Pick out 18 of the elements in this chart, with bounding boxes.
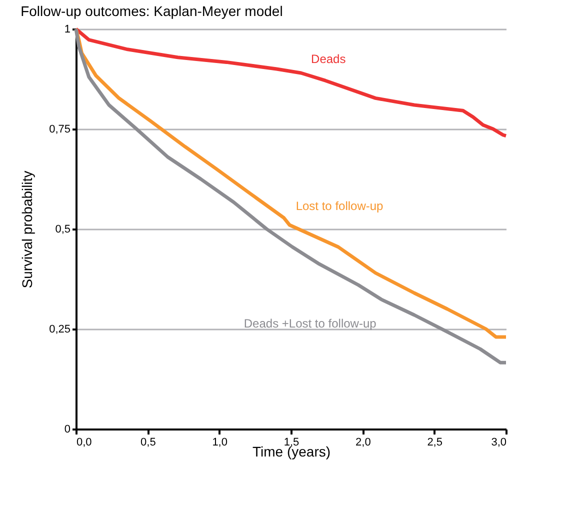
y-tick-label: 0,25 (49, 324, 70, 336)
x-tick-label: 0,5 (140, 436, 156, 448)
y-axis-title: Survival probability (19, 170, 36, 288)
series-label: Deads (311, 52, 346, 66)
x-tick-label: 1,5 (284, 436, 300, 448)
x-tick-label: 2,5 (427, 436, 442, 448)
x-tick-label: 3,0 (491, 436, 506, 448)
chart-title: Follow-up outcomes: Kaplan-Meyer model (20, 3, 283, 19)
line-series (74, 27, 508, 138)
series-label: Deads +Lost to follow-up (244, 316, 377, 330)
x-tick-label: 1,0 (212, 436, 228, 448)
series-label: Lost to follow-up (296, 198, 384, 213)
y-tick-label: 0,5 (55, 224, 70, 236)
y-tick-label: 0 (64, 424, 70, 436)
y-tick-label: 0,75 (49, 124, 70, 136)
x-tick-label: 2,0 (356, 436, 371, 448)
x-tick-label: 0,0 (76, 436, 92, 448)
y-tick-label: 1 (64, 24, 70, 36)
